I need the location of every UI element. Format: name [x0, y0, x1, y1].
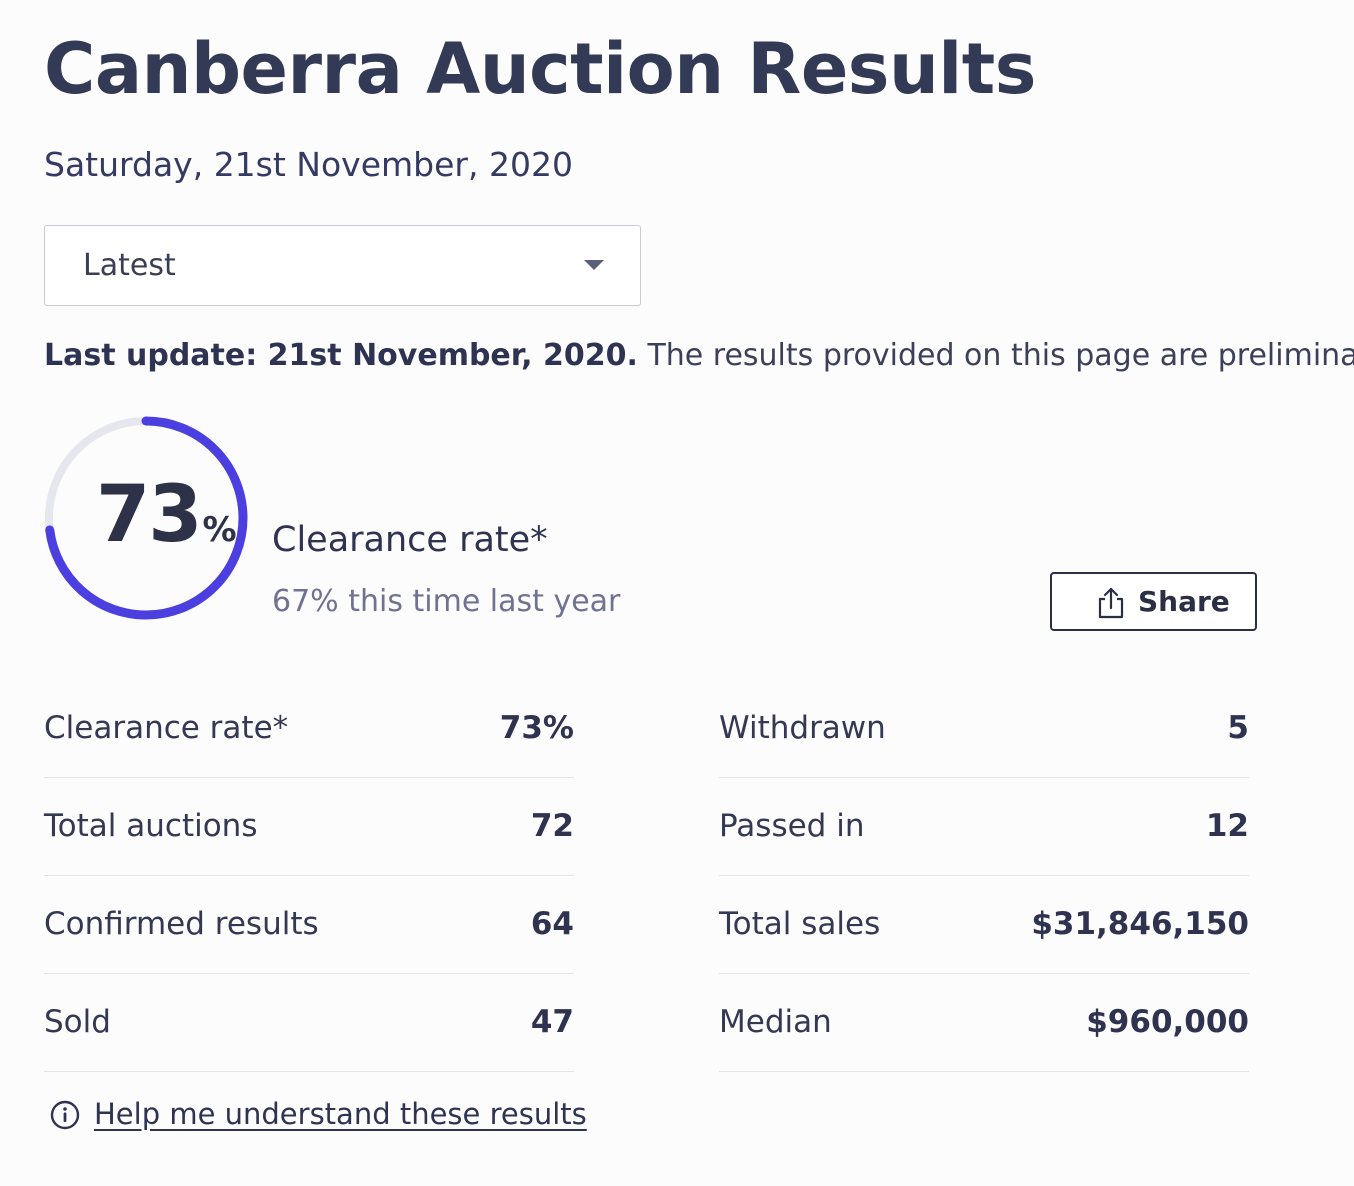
- stat-label: Withdrawn: [719, 710, 886, 746]
- results-date: Saturday, 21st November, 2020: [44, 145, 573, 184]
- stat-value: 72: [530, 808, 574, 844]
- gauge-progress-arc: [44, 416, 248, 620]
- stat-label: Clearance rate*: [44, 710, 289, 746]
- stat-label: Median: [719, 1004, 832, 1040]
- page-title: Canberra Auction Results: [44, 28, 1036, 110]
- stat-value: 12: [1205, 808, 1249, 844]
- stat-value: 47: [530, 1004, 574, 1040]
- clearance-rate-label: Clearance rate*: [272, 520, 548, 560]
- clearance-rate-gauge: 73%: [40, 412, 252, 624]
- info-icon: [50, 1100, 80, 1130]
- chevron-down-icon: [584, 260, 604, 270]
- stat-row-confirmed-results: Confirmed results 64: [44, 876, 574, 974]
- update-notice: Last update: 21st November, 2020. The re…: [44, 338, 1354, 373]
- update-notice-date: Last update: 21st November, 2020.: [44, 338, 638, 373]
- clearance-rate-number: 73: [96, 470, 203, 560]
- clearance-rate-last-year: 67% this time last year: [272, 584, 621, 619]
- stat-label: Total auctions: [44, 808, 258, 844]
- share-icon: [1098, 587, 1124, 619]
- stat-row-total-sales: Total sales $31,846,150: [719, 876, 1249, 974]
- stat-row-passed-in: Passed in 12: [719, 778, 1249, 876]
- period-select-value: Latest: [83, 248, 176, 283]
- update-notice-text: The results provided on this page are pr…: [647, 338, 1354, 373]
- stat-value: 73%: [499, 710, 574, 746]
- clearance-rate-big-value: 73%: [96, 470, 237, 560]
- stats-table-right: Withdrawn 5 Passed in 12 Total sales $31…: [719, 680, 1249, 1072]
- stat-value: $31,846,150: [1031, 906, 1249, 942]
- stat-row-total-auctions: Total auctions 72: [44, 778, 574, 876]
- stat-row-sold: Sold 47: [44, 974, 574, 1072]
- stats-table-left: Clearance rate* 73% Total auctions 72 Co…: [44, 680, 574, 1072]
- period-select[interactable]: Latest: [44, 225, 641, 306]
- stat-label: Sold: [44, 1004, 111, 1040]
- share-button[interactable]: Share: [1050, 572, 1257, 631]
- help-link-label[interactable]: Help me understand these results: [94, 1097, 587, 1131]
- clearance-rate-unit: %: [202, 510, 237, 550]
- stat-row-median: Median $960,000: [719, 974, 1249, 1072]
- stat-label: Confirmed results: [44, 906, 319, 942]
- clearance-gauge-ring: [44, 416, 248, 620]
- stat-row-withdrawn: Withdrawn 5: [719, 680, 1249, 778]
- share-button-label: Share: [1138, 585, 1230, 618]
- stat-value: $960,000: [1086, 1004, 1249, 1040]
- stat-value: 64: [530, 906, 574, 942]
- stat-value: 5: [1227, 710, 1249, 746]
- stat-row-clearance-rate: Clearance rate* 73%: [44, 680, 574, 778]
- stat-label: Passed in: [719, 808, 865, 844]
- stat-label: Total sales: [719, 906, 881, 942]
